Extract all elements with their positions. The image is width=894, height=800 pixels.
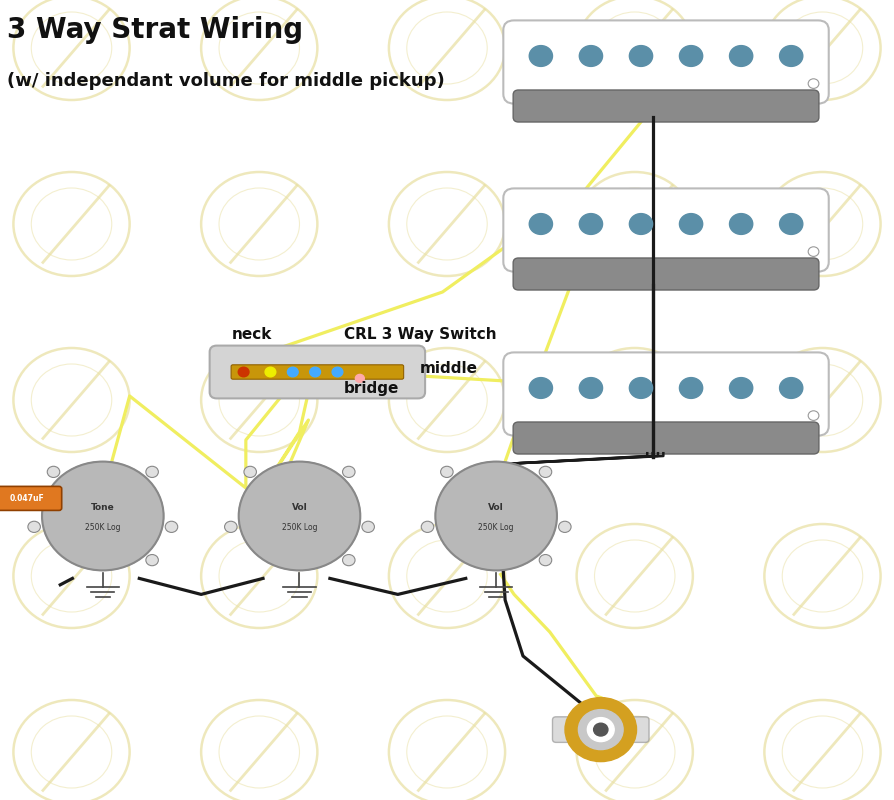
Circle shape — [355, 374, 365, 382]
Circle shape — [594, 723, 608, 736]
Circle shape — [579, 46, 603, 66]
Text: Tone: Tone — [91, 503, 114, 513]
Text: CRL 3 Way Switch: CRL 3 Way Switch — [344, 327, 497, 342]
Circle shape — [629, 46, 653, 66]
Circle shape — [780, 378, 803, 398]
FancyBboxPatch shape — [513, 258, 819, 290]
Circle shape — [266, 367, 275, 377]
Circle shape — [579, 378, 603, 398]
Circle shape — [587, 718, 614, 742]
Circle shape — [808, 247, 819, 256]
Circle shape — [288, 367, 299, 377]
Circle shape — [165, 522, 178, 533]
Circle shape — [529, 378, 552, 398]
Circle shape — [565, 698, 637, 762]
Text: 0.047uF: 0.047uF — [10, 494, 44, 503]
FancyBboxPatch shape — [448, 484, 544, 548]
Circle shape — [238, 367, 249, 377]
Circle shape — [28, 522, 40, 533]
Text: 250K Log: 250K Log — [478, 523, 514, 533]
FancyBboxPatch shape — [513, 422, 819, 454]
Circle shape — [435, 462, 557, 570]
Text: neck: neck — [232, 327, 273, 342]
Text: (w/ independant volume for middle pickup): (w/ independant volume for middle pickup… — [7, 72, 445, 90]
Circle shape — [730, 46, 753, 66]
FancyBboxPatch shape — [231, 365, 404, 379]
Circle shape — [730, 378, 753, 398]
Text: bridge: bridge — [344, 381, 400, 396]
FancyBboxPatch shape — [503, 352, 829, 435]
FancyBboxPatch shape — [503, 20, 829, 103]
Circle shape — [342, 554, 355, 566]
Circle shape — [146, 554, 158, 566]
Circle shape — [679, 46, 703, 66]
Circle shape — [679, 378, 703, 398]
Circle shape — [47, 466, 60, 478]
Circle shape — [629, 214, 653, 234]
Circle shape — [780, 214, 803, 234]
Text: 250K Log: 250K Log — [85, 523, 121, 533]
Text: 3 Way Strat Wiring: 3 Way Strat Wiring — [7, 16, 303, 44]
Circle shape — [529, 46, 552, 66]
Circle shape — [539, 554, 552, 566]
Circle shape — [730, 214, 753, 234]
FancyBboxPatch shape — [503, 189, 829, 272]
FancyBboxPatch shape — [251, 484, 348, 548]
Circle shape — [239, 462, 360, 570]
FancyBboxPatch shape — [209, 346, 426, 398]
Circle shape — [224, 522, 237, 533]
Text: middle: middle — [420, 361, 478, 376]
Circle shape — [559, 522, 571, 533]
Circle shape — [539, 466, 552, 478]
FancyBboxPatch shape — [513, 90, 819, 122]
FancyBboxPatch shape — [552, 717, 649, 742]
Circle shape — [578, 710, 623, 750]
Circle shape — [579, 214, 603, 234]
Circle shape — [310, 367, 320, 377]
Circle shape — [42, 462, 164, 570]
Circle shape — [529, 214, 552, 234]
Circle shape — [146, 466, 158, 478]
Circle shape — [362, 522, 375, 533]
Circle shape — [421, 522, 434, 533]
Circle shape — [629, 378, 653, 398]
Text: 250K Log: 250K Log — [282, 523, 317, 533]
Circle shape — [808, 78, 819, 88]
Circle shape — [780, 46, 803, 66]
Circle shape — [441, 466, 453, 478]
Circle shape — [333, 367, 343, 377]
Text: Vol: Vol — [291, 503, 308, 513]
Circle shape — [679, 214, 703, 234]
Text: Vol: Vol — [488, 503, 504, 513]
FancyBboxPatch shape — [0, 486, 62, 510]
Circle shape — [342, 466, 355, 478]
Circle shape — [244, 466, 257, 478]
Circle shape — [808, 411, 819, 421]
FancyBboxPatch shape — [55, 484, 151, 548]
